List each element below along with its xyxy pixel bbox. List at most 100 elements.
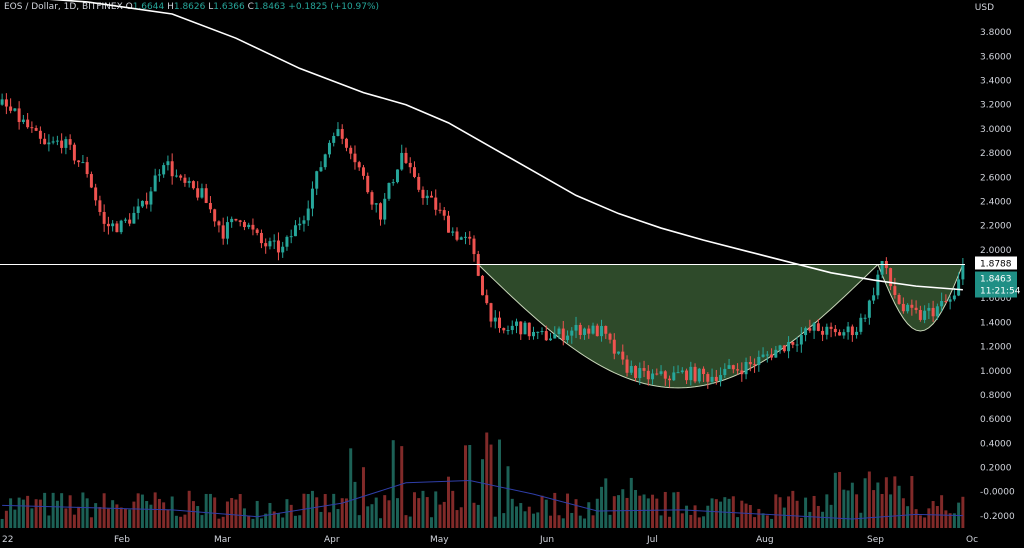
volume-bar <box>553 492 557 528</box>
candle-body <box>549 338 553 341</box>
volume-bar <box>30 508 34 528</box>
volume-bar <box>719 501 723 528</box>
candle-body <box>60 140 64 148</box>
candle-body <box>795 344 799 346</box>
candle-body <box>323 154 327 168</box>
candle-body <box>680 370 684 373</box>
candle-body <box>706 374 710 382</box>
candle-body <box>787 342 791 352</box>
candle-body <box>17 108 21 123</box>
currency-label: USD <box>974 3 994 13</box>
candle-body <box>128 219 132 224</box>
volume-bar <box>927 508 931 528</box>
volume-bar <box>697 517 701 528</box>
volume-bar <box>187 490 191 528</box>
volume-bar <box>799 518 803 528</box>
volume-bar <box>464 445 467 528</box>
candle-body <box>578 325 582 335</box>
candle-body <box>940 300 944 307</box>
volume-bar <box>634 490 638 528</box>
volume-bar <box>77 506 81 528</box>
volume-bar <box>914 509 918 528</box>
y-tick-label: 1.2000 <box>980 343 1012 353</box>
candle-body <box>336 129 340 136</box>
candle-body <box>157 174 161 176</box>
volume-bar <box>281 517 285 528</box>
volume-bar <box>340 498 344 528</box>
volume-bar <box>532 513 536 528</box>
candle-body <box>625 359 629 373</box>
volume-bar <box>472 502 476 528</box>
candle-body <box>693 366 697 382</box>
volume-bar <box>850 482 854 528</box>
volume-bar <box>880 493 884 528</box>
candle-body <box>68 139 72 145</box>
y-tick-label: 2.2000 <box>980 222 1012 232</box>
candle-body <box>387 182 391 199</box>
candle-body <box>757 356 761 365</box>
volume-bar <box>119 507 123 528</box>
volume-bar <box>43 492 47 528</box>
volume-bar <box>740 500 744 528</box>
open-label: O <box>125 2 133 12</box>
y-tick-label: 2.4000 <box>980 197 1012 207</box>
candle-body <box>702 368 706 375</box>
candle-body <box>106 223 110 227</box>
volume-bar <box>4 510 8 528</box>
candle-body <box>230 218 234 223</box>
candle-body <box>64 139 68 148</box>
candle-body <box>948 299 952 302</box>
candle-body <box>668 378 672 381</box>
volume-bar <box>38 499 42 528</box>
volume-bar <box>566 493 570 528</box>
volume-bar <box>829 504 833 528</box>
volume-bar <box>842 489 846 528</box>
volume-bar <box>0 518 4 528</box>
candle-body <box>162 165 166 175</box>
volume-bar <box>425 497 429 528</box>
candle-body <box>697 368 701 382</box>
close-value: 1.8463 <box>253 2 286 12</box>
candle-body <box>617 351 621 354</box>
volume-bar <box>370 504 374 528</box>
volume-bar <box>310 490 314 528</box>
candle-body <box>51 141 55 143</box>
volume-bar <box>782 507 786 528</box>
candle-body <box>0 99 4 105</box>
volume-bar <box>595 498 599 528</box>
volume-bar <box>561 518 565 528</box>
candle-body <box>736 369 740 371</box>
candle-body <box>344 138 348 148</box>
candle-body <box>395 169 399 183</box>
volume-bar <box>230 498 234 528</box>
volume-bar <box>536 512 540 528</box>
volume-bar <box>825 494 829 528</box>
volume-bar <box>838 471 842 528</box>
candle-body <box>489 303 493 322</box>
candle-body <box>285 236 289 247</box>
volume-bar <box>166 509 170 528</box>
candle-body <box>417 176 421 190</box>
candle-body <box>910 304 914 308</box>
volume-bar <box>859 512 863 528</box>
volume-bar <box>587 502 591 528</box>
volume-bar <box>102 493 106 528</box>
volume-bar <box>442 501 446 528</box>
volume-bar <box>247 515 251 528</box>
volume-bar <box>600 486 604 528</box>
candle-body <box>102 211 106 224</box>
candle-body <box>26 119 30 128</box>
volume-bar <box>527 506 531 528</box>
candle-body <box>646 370 650 380</box>
candle-body <box>404 152 408 163</box>
volume-bar <box>349 448 353 528</box>
candle-body <box>412 167 416 177</box>
volume-bar <box>655 498 659 528</box>
volume-bar <box>94 503 98 528</box>
candle-body <box>225 222 229 239</box>
volume-bar <box>234 499 238 528</box>
volume-bar <box>855 494 859 528</box>
candle-body <box>833 328 837 333</box>
volume-bar <box>506 466 510 528</box>
